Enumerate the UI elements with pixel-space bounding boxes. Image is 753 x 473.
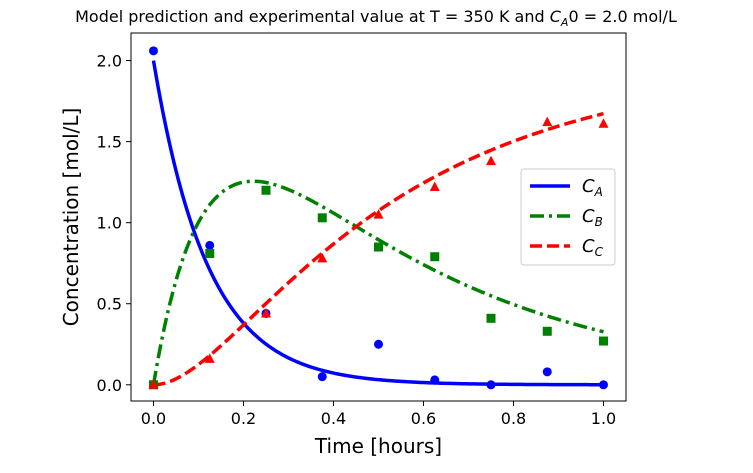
axes-frame [130, 32, 627, 402]
legend-label-main: C [582, 236, 595, 257]
data-point-b [374, 242, 383, 252]
x-tick-label: 0.2 [231, 409, 256, 428]
data-point-c [429, 181, 440, 192]
data-point-b [430, 252, 440, 262]
x-tick-label: 0.0 [141, 409, 166, 428]
legend-label-sub: A [594, 185, 603, 199]
legend-label-sub: C [595, 245, 604, 259]
data-point-c [317, 252, 328, 263]
data-point-c [261, 307, 271, 318]
data-point-a [374, 339, 383, 349]
x-tick-label: 0.4 [321, 409, 346, 428]
x-tick-label: 1.0 [591, 409, 616, 428]
y-axis: 0.0 0.5 1.0 1.5 2.0 [97, 52, 131, 395]
y-tick-label: 0.5 [97, 295, 122, 314]
chart-title: Model prediction and experimental value … [75, 7, 677, 29]
data-point-a [430, 375, 440, 385]
data-point-a [599, 380, 608, 390]
data-point-c [204, 353, 215, 363]
data-point-a [149, 46, 158, 56]
plot-area [151, 60, 604, 387]
legend-label-main: C [582, 176, 595, 197]
data-point-b [261, 185, 271, 195]
chart-title-suffix: 0 = 2.0 mol/L [568, 7, 677, 26]
legend-label-c: CC [582, 236, 604, 259]
data-point-a [486, 380, 496, 390]
chart-title-var: C [550, 7, 562, 26]
legend-label-b: CB [582, 206, 603, 229]
x-axis-label: Time [hours] [314, 434, 442, 458]
legend-label-main: C [582, 206, 595, 227]
data-point-c [598, 118, 609, 128]
data-point-b [542, 326, 552, 336]
data-point-b [486, 313, 496, 323]
series-line-a [151, 60, 604, 387]
chart-title-prefix: Model prediction and experimental value … [75, 7, 550, 26]
data-point-b [317, 213, 327, 223]
data-point-a [542, 367, 552, 377]
y-tick-label: 2.0 [97, 52, 122, 71]
series-line-c [153, 111, 604, 387]
y-tick-label: 0.0 [97, 376, 122, 395]
chart-title-var-sub: A [560, 16, 569, 29]
data-point-a [317, 372, 327, 382]
data-point-c [542, 116, 553, 127]
x-tick-label: 0.6 [411, 409, 436, 428]
legend-label-sub: B [595, 215, 603, 229]
data-point-c [486, 155, 496, 166]
y-axis-label: Concentration [mol/L] [59, 108, 83, 327]
data-point-c [373, 209, 384, 219]
data-point-b [599, 336, 608, 346]
y-tick-label: 1.5 [97, 133, 122, 152]
x-axis: 0.0 0.2 0.4 0.6 0.8 1.0 [141, 401, 616, 428]
series-line-b [151, 179, 604, 386]
data-point-c [148, 379, 159, 389]
legend-label-a: CA [582, 176, 603, 199]
data-point-b [205, 248, 215, 258]
data-point-a [205, 240, 215, 250]
x-tick-label: 0.8 [501, 409, 526, 428]
y-tick-label: 1.0 [97, 214, 122, 233]
